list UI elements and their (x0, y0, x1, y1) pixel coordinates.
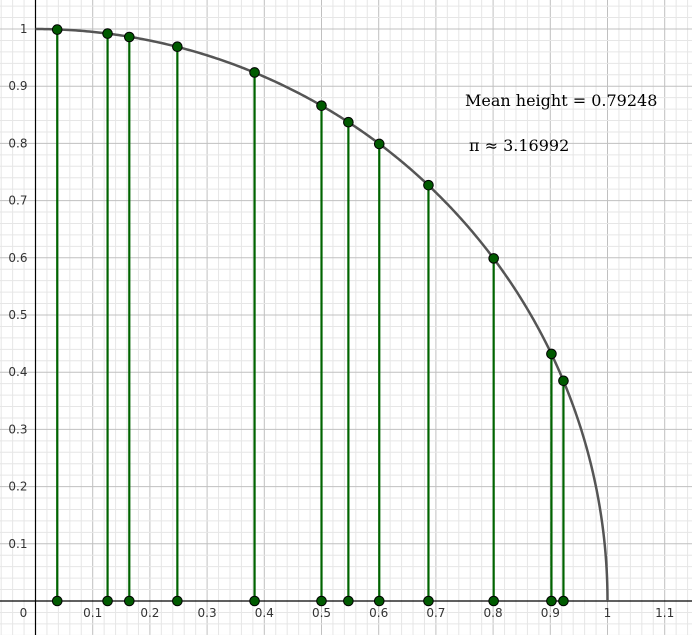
y-tick-label: 0.6 (8, 251, 27, 265)
x-tick-label: 1 (604, 606, 612, 620)
base-point (316, 595, 327, 607)
y-tick-label: 0.9 (8, 79, 27, 93)
base-point (249, 595, 260, 607)
base-point (51, 595, 63, 607)
curve-point (172, 41, 183, 53)
base-point (172, 595, 183, 607)
curve-point (343, 116, 354, 128)
curve-point (102, 28, 113, 39)
quarter-circle-curve (35, 27, 609, 601)
mean-height-label: Mean height = 0.79248 (465, 91, 658, 110)
pi-estimate-label: π ≈ 3.16992 (469, 136, 570, 155)
y-tick-label: 0.5 (8, 308, 27, 322)
y-tick-label: 0.4 (8, 365, 27, 379)
x-tick-label: 0.2 (140, 606, 159, 620)
curve-point (124, 31, 135, 43)
curve-point (558, 375, 569, 387)
x-tick-label: 0.7 (426, 606, 445, 620)
y-tick-label: 0.3 (8, 422, 27, 436)
curve-point (249, 67, 260, 78)
curve-point (423, 179, 434, 191)
base-point (558, 595, 569, 607)
base-point (546, 595, 557, 607)
base-point (488, 595, 499, 607)
x-tick-label: 0.1 (83, 606, 102, 620)
x-tick-label: 1.1 (655, 606, 674, 620)
x-tick-label: 0.6 (369, 606, 388, 620)
x-tick-label: 0.8 (484, 606, 503, 620)
base-point (423, 595, 434, 607)
curve-point (488, 253, 499, 264)
y-tick-label: 0.8 (8, 136, 27, 150)
curve-point (546, 348, 557, 360)
base-point (343, 595, 354, 607)
y-tick-label: 0.2 (8, 480, 27, 494)
y-tick-label: 1 (20, 22, 28, 36)
base-point (124, 595, 135, 607)
x-tick-label: 0.9 (541, 606, 560, 620)
x-tick-label: 0.3 (198, 606, 217, 620)
x-tick-label: 0.5 (312, 606, 331, 620)
y-tick-label: 0.7 (8, 194, 27, 208)
base-point (102, 595, 113, 607)
curve-point (51, 24, 63, 35)
y-tick-label: 0.1 (8, 537, 27, 551)
curve-point (373, 138, 385, 150)
origin-label: 0 (20, 606, 28, 620)
x-tick-label: 0.4 (255, 606, 274, 620)
base-point (373, 595, 385, 607)
curve-point (316, 100, 327, 111)
